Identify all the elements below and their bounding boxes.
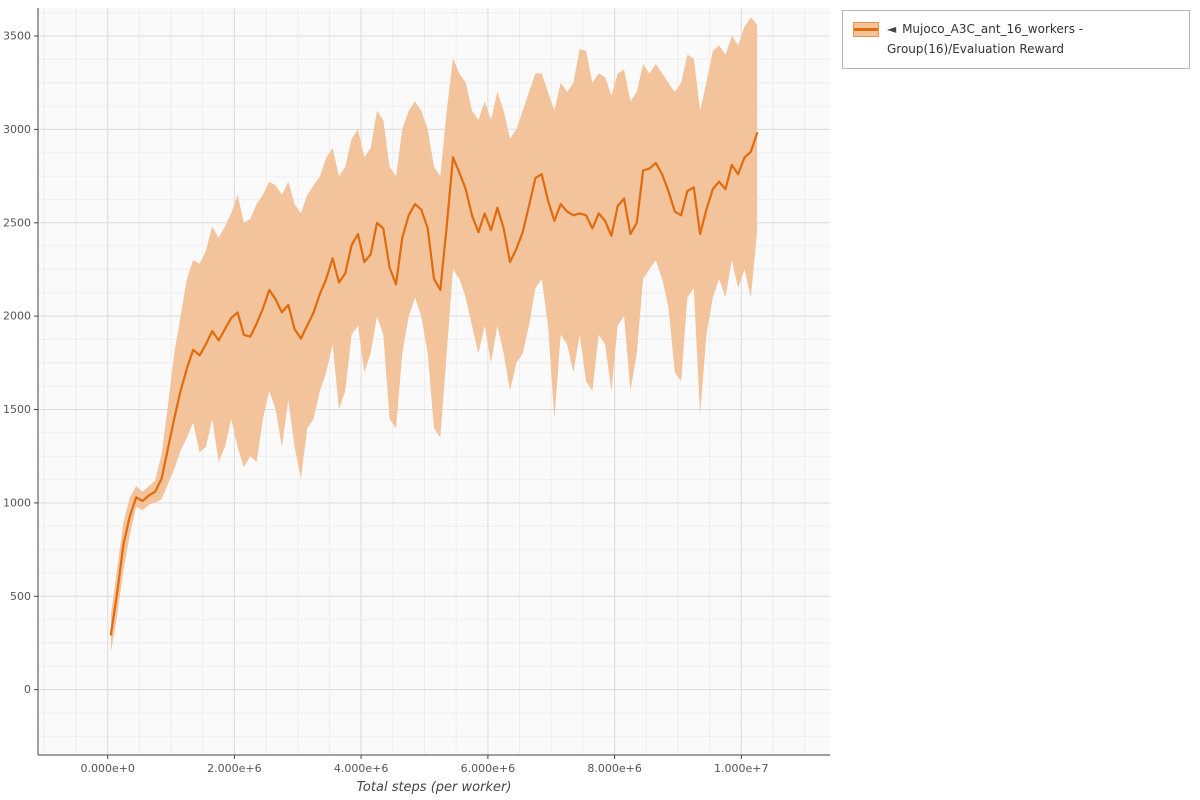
svg-text:2.000e+6: 2.000e+6 bbox=[207, 762, 261, 775]
x-axis-label: Total steps (per worker) bbox=[356, 780, 512, 795]
svg-text:3000: 3000 bbox=[3, 123, 31, 136]
legend-entry: ◄ Mujoco_A3C_ant_16_workers - Group(16)/… bbox=[887, 19, 1179, 60]
legend-series-name: Mujoco_A3C_ant_16_workers - Group(16)/Ev… bbox=[887, 22, 1084, 57]
svg-text:500: 500 bbox=[10, 590, 31, 603]
legend-line-icon bbox=[854, 28, 878, 31]
legend-series-swatch bbox=[853, 22, 879, 37]
svg-text:8.000e+6: 8.000e+6 bbox=[587, 762, 641, 775]
legend: ◄ Mujoco_A3C_ant_16_workers - Group(16)/… bbox=[842, 10, 1190, 69]
svg-text:2000: 2000 bbox=[3, 310, 31, 323]
svg-text:2500: 2500 bbox=[3, 216, 31, 229]
legend-collapse-icon[interactable]: ◄ bbox=[887, 22, 897, 36]
svg-text:0: 0 bbox=[24, 683, 31, 696]
svg-text:0.000e+0: 0.000e+0 bbox=[80, 762, 134, 775]
svg-text:3500: 3500 bbox=[3, 30, 31, 43]
svg-text:6.000e+6: 6.000e+6 bbox=[461, 762, 515, 775]
svg-text:1000: 1000 bbox=[3, 496, 31, 509]
svg-text:1500: 1500 bbox=[3, 403, 31, 416]
svg-text:4.000e+6: 4.000e+6 bbox=[334, 762, 388, 775]
svg-text:1.000e+7: 1.000e+7 bbox=[714, 762, 768, 775]
